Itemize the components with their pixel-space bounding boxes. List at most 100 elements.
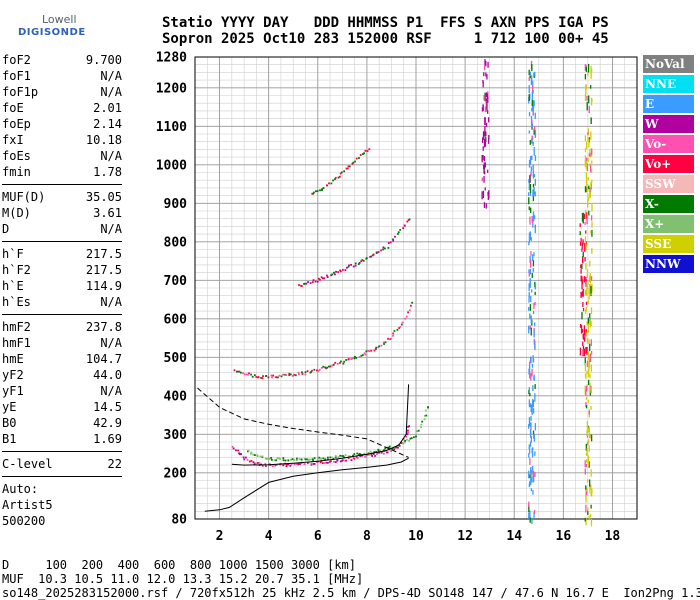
echo-point-x-mode-F2 — [253, 454, 256, 457]
interference-mark — [532, 218, 534, 225]
interference-mark — [483, 162, 485, 170]
echo-point-fourth-hop — [340, 171, 343, 174]
param-row: hmE 104.7 — [2, 351, 122, 367]
interference-mark — [530, 251, 532, 256]
interference-mark — [590, 230, 592, 234]
param-name: hmE — [2, 352, 24, 366]
echo-point-second-hop — [271, 376, 273, 379]
interference-mark — [533, 303, 535, 309]
interference-mark — [590, 469, 592, 477]
echo-point-second-hop — [311, 369, 313, 372]
echo-point-x-mode-F2 — [282, 459, 285, 462]
interference-mark — [482, 154, 484, 161]
echo-point-third-hop — [392, 238, 394, 241]
echo-point-second-hop — [365, 350, 368, 353]
param-name: h`E — [2, 279, 24, 293]
interference-mark — [531, 451, 534, 458]
echo-point-o-mode-F2 — [231, 445, 234, 448]
legend-entry-w: W — [643, 115, 694, 133]
param-name: h`F2 — [2, 263, 31, 277]
interference-mark — [585, 459, 588, 463]
interference-mark — [589, 260, 591, 267]
echo-point-o-mode-F2 — [253, 462, 256, 465]
echo-point-third-hop — [389, 241, 392, 244]
echo-point-x-mode-F2 — [343, 456, 346, 459]
echo-point-third-hop — [341, 268, 344, 271]
interference-mark — [587, 136, 589, 143]
echo-point-x-mode-F2 — [356, 452, 359, 455]
echo-point-x-mode-F2 — [413, 436, 415, 439]
interference-mark — [483, 170, 486, 175]
echo-point-o-mode-F2 — [252, 461, 255, 464]
echo-point-x-mode-F2 — [341, 455, 344, 457]
interference-mark — [586, 157, 588, 162]
echo-point-second-hop — [355, 357, 358, 359]
echo-point-x-mode-F2 — [424, 409, 427, 412]
interference-mark — [531, 399, 534, 408]
interference-mark — [532, 310, 535, 315]
interference-mark — [590, 339, 592, 346]
interference-mark — [581, 328, 584, 333]
param-name: D — [2, 222, 10, 236]
interference-mark — [528, 130, 530, 134]
interference-mark — [582, 345, 585, 350]
echo-point-third-hop — [350, 263, 352, 266]
param-row: foEs N/A — [2, 148, 122, 164]
param-row: C-level 22 — [2, 456, 122, 472]
echo-point-x-mode-F2 — [337, 456, 340, 459]
interference-mark — [484, 117, 486, 126]
interference-mark — [585, 332, 587, 337]
param-row: foF1p N/A — [2, 84, 122, 100]
echo-point-o-mode-F2 — [248, 460, 251, 463]
echo-point-fourth-hop — [355, 157, 358, 160]
interference-mark — [529, 73, 531, 79]
x-tick-label: 16 — [556, 529, 572, 544]
interference-mark — [531, 517, 533, 525]
param-value: 3.61 — [93, 206, 122, 220]
interference-mark — [531, 91, 534, 101]
echo-point-x-mode-F2 — [282, 457, 285, 460]
interference-mark — [529, 268, 531, 275]
interference-mark — [483, 72, 485, 77]
interference-mark — [589, 148, 591, 154]
interference-mark — [586, 421, 589, 430]
interference-mark — [585, 160, 588, 170]
interference-mark — [580, 237, 582, 242]
param-value: N/A — [100, 384, 122, 398]
interference-mark — [587, 399, 589, 404]
echo-point-o-mode-F2 — [326, 461, 329, 464]
interference-mark — [529, 216, 531, 225]
echo-point-second-hop — [353, 355, 356, 358]
echo-point-x-mode-F2 — [261, 455, 264, 458]
interference-mark — [590, 74, 592, 79]
echo-point-x-mode-F2 — [334, 455, 337, 457]
footer: D 100 200 400 600 800 1000 1500 3000 [km… — [2, 558, 700, 600]
autoscaling-note: Artist5 — [2, 498, 53, 512]
param-row: h`F 217.5 — [2, 246, 122, 262]
echo-point-o-mode-F2 — [336, 459, 339, 462]
interference-mark — [532, 170, 535, 179]
interference-mark — [484, 106, 487, 113]
echo-point-second-hop — [288, 372, 291, 375]
param-name: foEp — [2, 117, 31, 131]
echo-point-third-hop — [311, 281, 314, 283]
interference-mark — [481, 137, 484, 143]
interference-mark — [589, 373, 591, 379]
interference-mark — [580, 291, 582, 298]
interference-mark — [586, 216, 588, 225]
echo-point-third-hop — [337, 271, 340, 273]
interference-mark — [584, 64, 587, 71]
interference-mark — [528, 69, 530, 76]
interference-mark — [587, 197, 590, 201]
interference-mark — [530, 237, 532, 241]
interference-mark — [586, 487, 588, 493]
interference-mark — [530, 171, 532, 177]
interference-mark — [586, 346, 588, 355]
echo-point-third-hop — [348, 264, 350, 267]
y-tick-label: 900 — [164, 197, 188, 212]
echo-point-x-mode-F2 — [278, 457, 280, 460]
param-value: N/A — [100, 336, 122, 350]
param-name: B1 — [2, 432, 17, 446]
interference-mark — [584, 73, 587, 80]
interference-mark — [590, 164, 592, 173]
